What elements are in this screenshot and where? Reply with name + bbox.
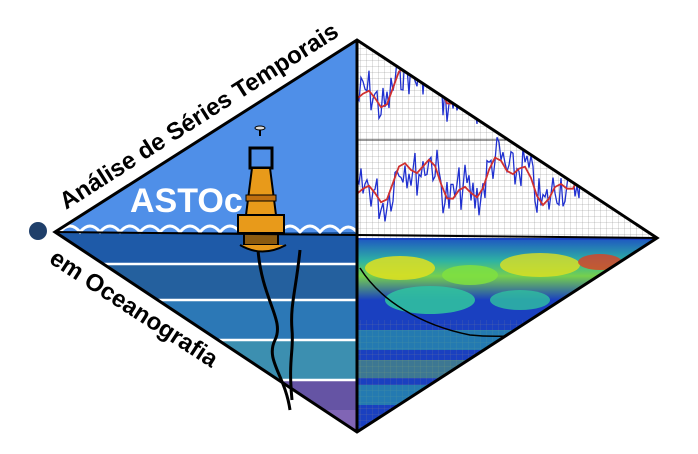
dot-icon	[29, 222, 47, 240]
wavelet-panel	[357, 238, 657, 432]
acronym-text: ASTOc	[130, 182, 243, 220]
wave-line	[58, 224, 359, 235]
buoy-icon	[237, 125, 287, 253]
horizontal-divider	[54, 231, 658, 239]
